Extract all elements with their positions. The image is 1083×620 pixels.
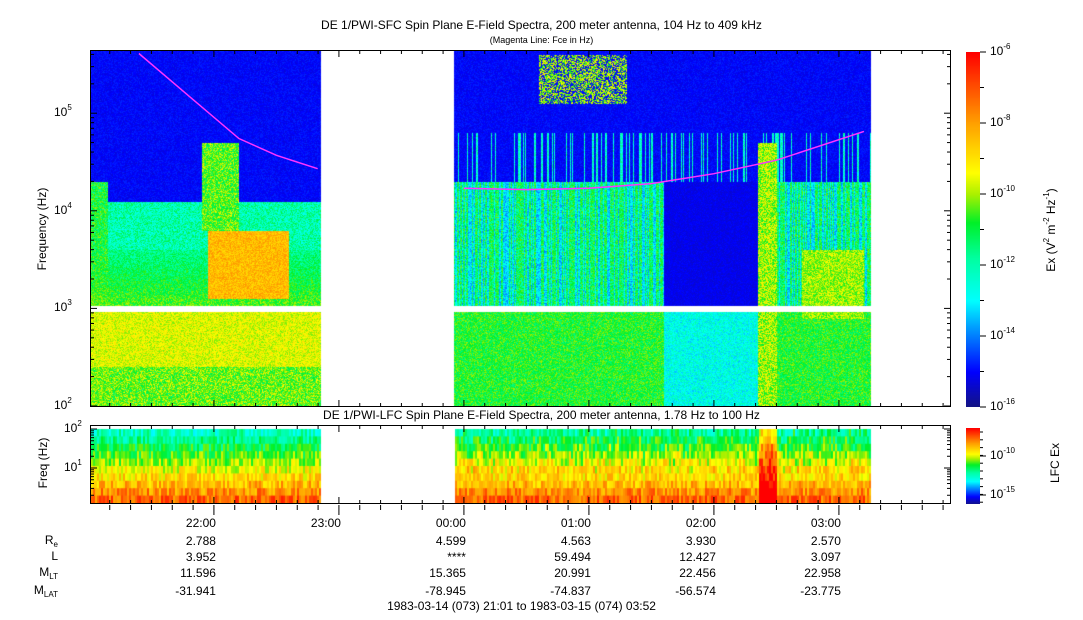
lfc-y-tick-label: 102 <box>64 419 82 435</box>
sfc-subtitle: (Magenta Line: Fce in Hz) <box>489 35 594 45</box>
ephemeris-value: 12.427 <box>679 550 716 564</box>
label-main: R <box>44 533 54 547</box>
fce-line <box>138 52 318 170</box>
ephemeris-value: 22.456 <box>679 566 716 580</box>
ephemeris-value: 20.991 <box>554 566 591 580</box>
ephemeris-value: 2.570 <box>810 534 841 548</box>
ephemeris-value: -78.945 <box>425 584 466 598</box>
ephemeris-value: 15.365 <box>429 566 466 580</box>
lfc-title: DE 1/PWI-LFC Spin Plane E-Field Spectra,… <box>323 408 760 422</box>
time-tick-label: 23:00 <box>310 516 341 530</box>
ephemeris-value: 4.599 <box>435 534 466 548</box>
fce-line <box>463 130 865 191</box>
sfc-plot-frame <box>90 50 951 407</box>
label-main: L <box>51 549 58 563</box>
ephemeris-value: -56.574 <box>675 584 716 598</box>
ephemeris-row-label: Re <box>45 533 58 549</box>
sfc-title: DE 1/PWI-SFC Spin Plane E-Field Spectra,… <box>321 18 762 32</box>
ephemeris-value: 3.097 <box>810 550 841 564</box>
ephemeris-value: 3.952 <box>185 550 216 564</box>
sfc-y-tick-label: 102 <box>54 396 72 412</box>
label-subscript: LT <box>49 572 58 581</box>
sfc-y-tick-label: 104 <box>54 200 72 217</box>
lfc-colorbar-tick-label: 10-15 <box>990 485 1015 501</box>
time-tick-label: 03:00 <box>810 516 841 530</box>
sfc-colorbar <box>966 52 980 407</box>
ephemeris-value: 4.563 <box>560 534 591 548</box>
sfc-y-tick-label: 105 <box>54 103 72 120</box>
ephemeris-value: **** <box>447 550 466 564</box>
lfc-spectrogram <box>91 426 950 503</box>
label-subscript: e <box>53 540 58 549</box>
lfc-y-tick-label: 101 <box>64 458 82 474</box>
label-main: M <box>33 583 44 597</box>
ephemeris-value: 3.930 <box>685 534 716 548</box>
ephemeris-row-label: L <box>51 549 58 565</box>
label-main: M <box>39 565 50 579</box>
sfc-colorbar-tick-label: 10-12 <box>990 255 1015 271</box>
sfc-y-tick-label: 103 <box>54 298 72 315</box>
ephemeris-row-label: MLAT <box>34 583 58 599</box>
lfc-plot-frame <box>90 425 951 504</box>
label-subscript: LAT <box>43 590 58 599</box>
ephemeris-value: -74.837 <box>550 584 591 598</box>
ephemeris-value: 11.596 <box>180 566 216 580</box>
fce-line-layer <box>138 52 865 191</box>
lfc-colorbar-tick-label: 10-10 <box>990 446 1015 462</box>
time-range-label: 1983-03-14 (073) 21:01 to 1983-03-15 (07… <box>387 599 656 613</box>
sfc-colorbar-tick-label: 10-16 <box>990 397 1015 413</box>
sfc-colorbar-tick-label: 10-8 <box>990 113 1011 129</box>
ephemeris-value: 22.958 <box>804 566 841 580</box>
ephemeris-value: 2.788 <box>185 534 216 548</box>
ephemeris-value: -31.941 <box>175 584 216 598</box>
ephemeris-row-label: MLT <box>39 565 58 581</box>
sfc-colorbar-tick-label: 10-14 <box>990 326 1015 342</box>
time-tick-label: 00:00 <box>435 516 466 530</box>
time-tick-label: 02:00 <box>685 516 716 530</box>
time-tick-label: 22:00 <box>185 516 216 530</box>
sfc-spectrogram <box>91 51 950 406</box>
ephemeris-value: 59.494 <box>554 550 591 564</box>
sfc-colorbar-tick-label: 10-6 <box>990 42 1011 58</box>
ephemeris-value: -23.775 <box>800 584 841 598</box>
lfc-colorbar <box>966 428 980 504</box>
time-tick-label: 01:00 <box>560 516 591 530</box>
sfc-colorbar-tick-label: 10-10 <box>990 184 1015 200</box>
